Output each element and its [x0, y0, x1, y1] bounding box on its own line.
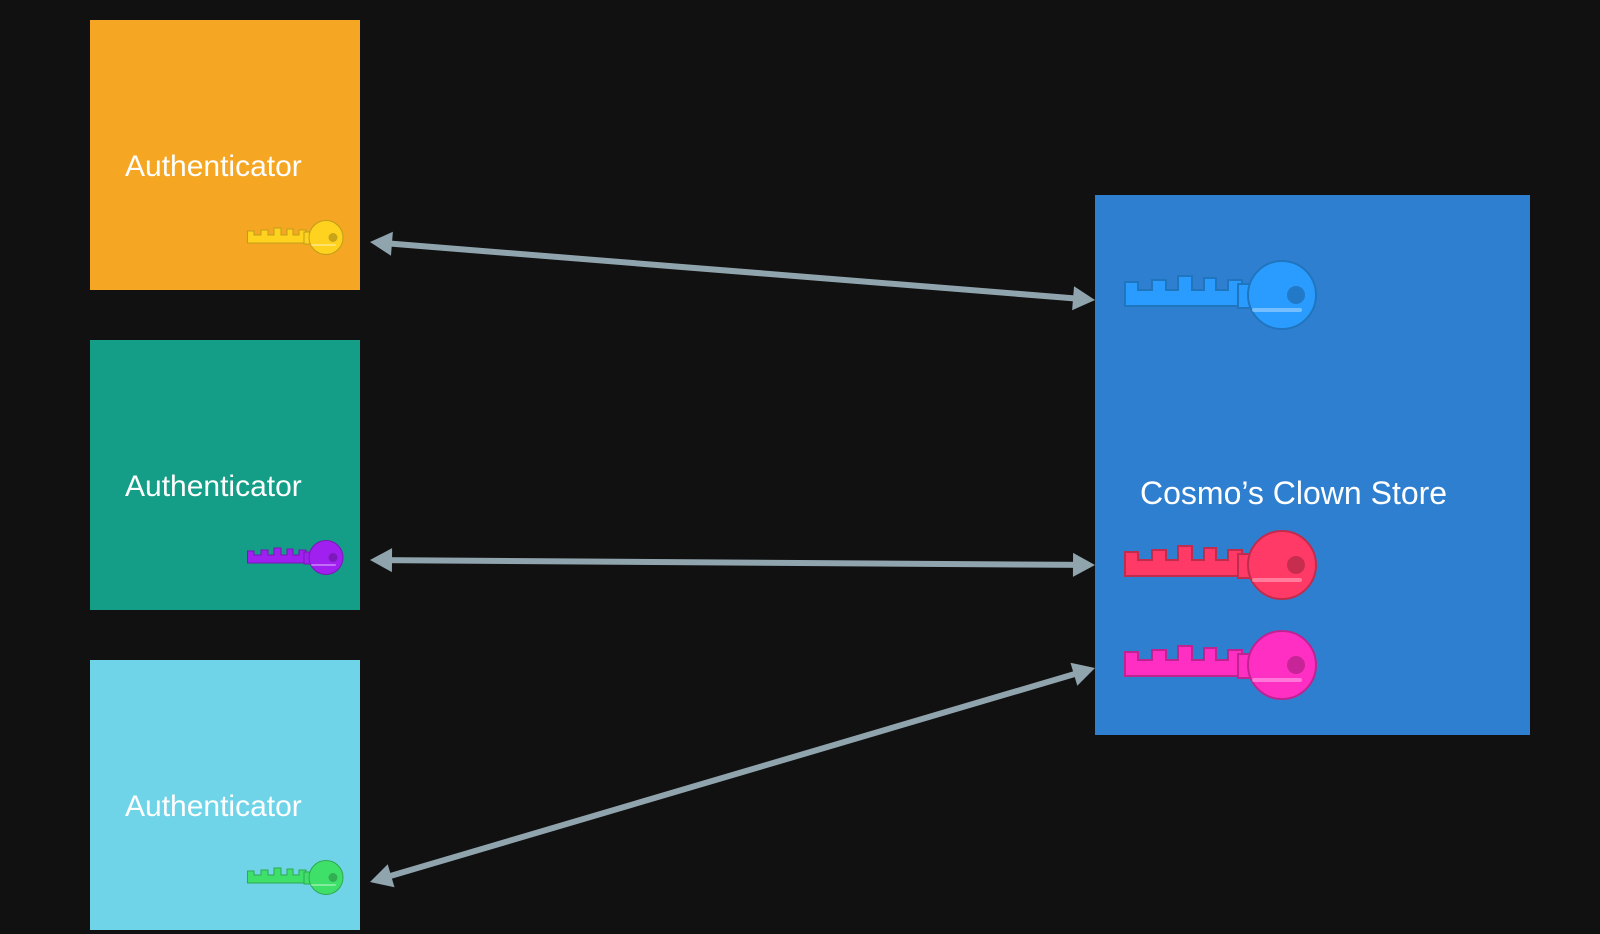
key-icon	[245, 535, 345, 580]
diagram-stage: Cosmo’s Clown Store Authenticator Authen…	[0, 0, 1600, 934]
authenticator-label-1: Authenticator	[125, 150, 302, 184]
store-label: Cosmo’s Clown Store	[1140, 475, 1447, 512]
key-icon	[1120, 520, 1320, 610]
authenticator-label-3: Authenticator	[125, 790, 302, 824]
key-icon	[1120, 250, 1320, 340]
key-icon	[245, 855, 345, 900]
key-icon	[1120, 620, 1320, 710]
authenticator-label-2: Authenticator	[125, 470, 302, 504]
key-icon	[245, 215, 345, 260]
